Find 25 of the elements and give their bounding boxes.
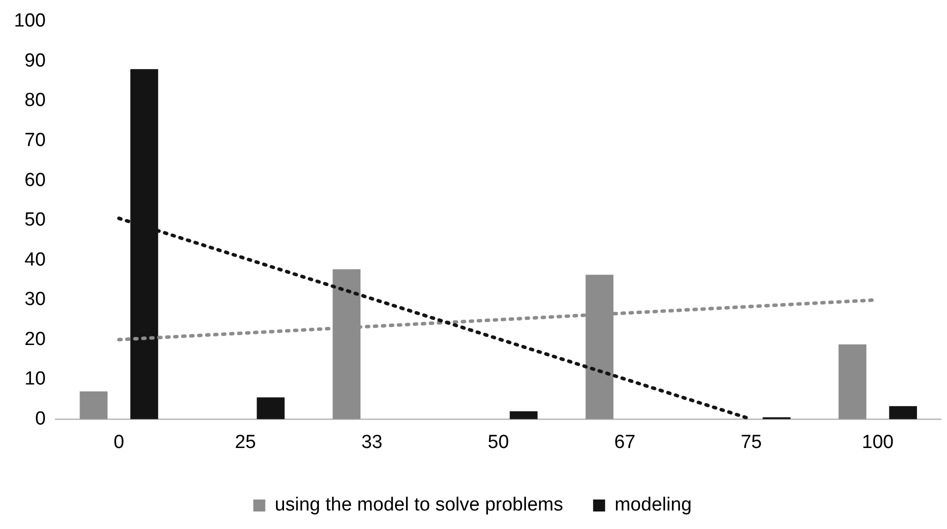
y-tick-label: 40 — [24, 249, 46, 270]
y-tick-label: 100 — [14, 10, 46, 32]
legend-label: modeling — [614, 494, 692, 516]
y-tick-label: 60 — [24, 170, 46, 191]
x-tick-label: 100 — [862, 432, 894, 453]
bar — [889, 406, 917, 420]
y-tick-label: 70 — [24, 130, 46, 151]
y-tick-label: 90 — [24, 50, 46, 72]
x-tick-label: 75 — [740, 432, 762, 453]
y-tick-label: 30 — [24, 289, 46, 310]
x-tick-label: 50 — [488, 432, 509, 453]
y-tick-label: 0 — [35, 408, 46, 430]
bar — [256, 397, 285, 420]
y-tick-label: 20 — [24, 328, 46, 350]
x-tick-label: 67 — [614, 432, 636, 453]
y-tick-label: 80 — [24, 90, 46, 112]
x-tick-label: 25 — [234, 432, 256, 453]
y-tick-label: 50 — [24, 210, 46, 231]
bar — [838, 344, 866, 420]
bar — [510, 411, 538, 420]
bar — [80, 391, 108, 420]
legend-label: using the model to solve problems — [274, 494, 564, 516]
y-tick-label: 10 — [24, 368, 46, 390]
x-tick-label: 0 — [114, 432, 124, 453]
x-tick-label: 33 — [361, 432, 382, 453]
